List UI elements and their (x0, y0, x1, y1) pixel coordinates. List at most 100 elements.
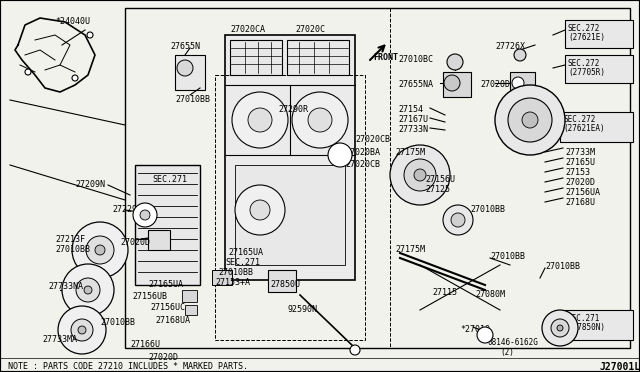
Text: *24040U: *24040U (55, 17, 90, 26)
Circle shape (477, 327, 493, 343)
Text: 27290R: 27290R (278, 105, 308, 114)
Text: 27010BB: 27010BB (470, 205, 505, 214)
Text: 27020D: 27020D (565, 178, 595, 187)
Text: 27125: 27125 (425, 185, 450, 194)
Text: 27020D: 27020D (148, 353, 178, 362)
Text: 27175M: 27175M (395, 148, 425, 157)
Text: SEC.272: SEC.272 (563, 115, 595, 124)
Circle shape (443, 205, 473, 235)
Circle shape (328, 143, 352, 167)
Text: SEC.271: SEC.271 (225, 258, 260, 267)
Circle shape (522, 112, 538, 128)
Text: 27153: 27153 (565, 168, 590, 177)
Bar (287, 40, 349, 75)
Text: 27010BB: 27010BB (100, 318, 135, 327)
Circle shape (25, 69, 31, 75)
Text: 27166U: 27166U (130, 340, 160, 349)
Text: 27010BB: 27010BB (490, 252, 525, 261)
Text: 27010BC: 27010BC (398, 55, 433, 64)
Text: 27167U: 27167U (398, 115, 428, 124)
Text: FRONT: FRONT (373, 53, 398, 62)
Text: (27621EA): (27621EA) (563, 124, 605, 133)
Circle shape (72, 222, 128, 278)
Text: 27175M: 27175M (395, 245, 425, 254)
Text: 92590N: 92590N (288, 305, 318, 314)
Circle shape (86, 236, 114, 264)
Circle shape (76, 278, 100, 302)
Text: 27733NA: 27733NA (48, 282, 83, 291)
Bar (135, 165, 200, 285)
Text: (27705R): (27705R) (568, 68, 605, 77)
Circle shape (451, 213, 465, 227)
Circle shape (444, 75, 460, 91)
Text: J27001L4: J27001L4 (600, 362, 640, 372)
Text: 27020BA: 27020BA (345, 148, 380, 157)
Bar (565, 55, 633, 83)
Text: 27020D: 27020D (480, 80, 510, 89)
Circle shape (557, 325, 563, 331)
Bar (148, 230, 170, 250)
Circle shape (177, 60, 193, 76)
Text: 27153+A: 27153+A (215, 278, 250, 287)
Text: 27010BB: 27010BB (545, 262, 580, 271)
Circle shape (248, 108, 272, 132)
Bar (225, 35, 355, 280)
Bar (565, 310, 633, 340)
Text: SEC.272: SEC.272 (568, 59, 600, 68)
Circle shape (232, 92, 288, 148)
Bar (510, 72, 535, 94)
Circle shape (62, 264, 114, 316)
Text: (27850N): (27850N) (568, 323, 605, 332)
Circle shape (250, 200, 270, 220)
Text: 27850U: 27850U (270, 280, 300, 289)
Text: 27229M: 27229M (112, 205, 142, 214)
Text: 08146-6162G: 08146-6162G (488, 338, 539, 347)
Circle shape (87, 32, 93, 38)
Text: 27165UA: 27165UA (148, 280, 183, 289)
Circle shape (542, 310, 578, 346)
Text: 27156UB: 27156UB (132, 292, 167, 301)
Text: SEC.272: SEC.272 (568, 24, 600, 33)
Text: 27733MA: 27733MA (42, 335, 77, 344)
Bar (182, 290, 197, 302)
Circle shape (71, 319, 93, 341)
Text: NOTE : PARTS CODE 27210 INCLUDES * MARKED PARTS.: NOTE : PARTS CODE 27210 INCLUDES * MARKE… (8, 362, 248, 371)
Text: 27080M: 27080M (475, 290, 505, 299)
Circle shape (414, 169, 426, 181)
Text: 27156U: 27156U (425, 175, 455, 184)
Bar (185, 305, 197, 315)
Circle shape (551, 319, 569, 337)
Text: 27733M: 27733M (565, 148, 595, 157)
Bar (268, 270, 296, 292)
Circle shape (58, 306, 106, 354)
Circle shape (508, 98, 552, 142)
Text: 27209N: 27209N (75, 180, 105, 189)
Circle shape (292, 92, 348, 148)
Circle shape (78, 326, 86, 334)
Text: 27020C: 27020C (295, 25, 325, 34)
Text: 27020CB: 27020CB (345, 160, 380, 169)
Text: 27020CA: 27020CA (230, 25, 265, 34)
Circle shape (404, 159, 436, 191)
Text: 27156UA: 27156UA (565, 188, 600, 197)
Text: 27115: 27115 (432, 288, 457, 297)
Text: 27010BB: 27010BB (55, 245, 90, 254)
Text: 27168U: 27168U (565, 198, 595, 207)
Circle shape (495, 85, 565, 155)
Circle shape (72, 75, 78, 81)
Text: SEC.271: SEC.271 (568, 314, 600, 323)
Text: 27020CB: 27020CB (355, 135, 390, 144)
Text: 27010BB: 27010BB (218, 268, 253, 277)
Text: *27010: *27010 (460, 325, 490, 334)
Circle shape (390, 145, 450, 205)
Circle shape (447, 54, 463, 70)
Text: 27154: 27154 (398, 105, 423, 114)
Circle shape (95, 245, 105, 255)
Text: (27621E): (27621E) (568, 33, 605, 42)
Bar (560, 112, 633, 142)
Text: 27156UC: 27156UC (150, 303, 185, 312)
Text: 27726X: 27726X (495, 42, 525, 51)
Circle shape (512, 77, 524, 89)
Text: 27655N: 27655N (170, 42, 200, 51)
Bar (212, 270, 232, 285)
